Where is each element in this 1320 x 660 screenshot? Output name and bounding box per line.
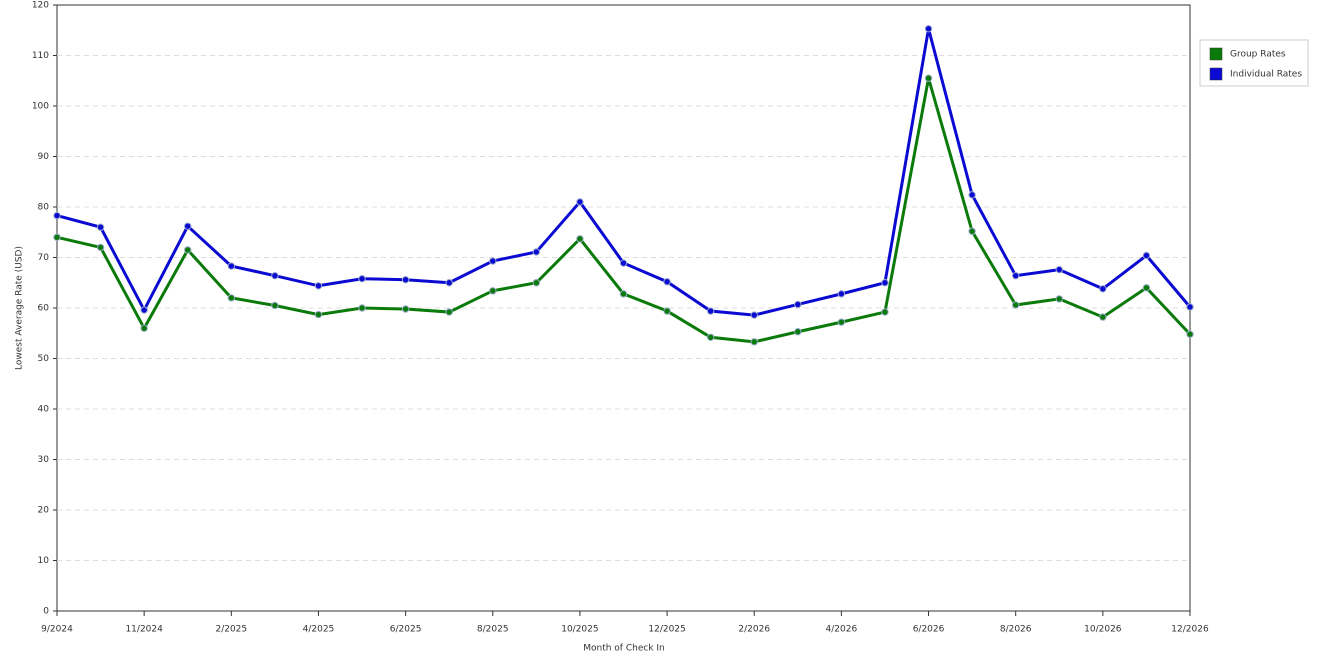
data-point bbox=[881, 308, 889, 316]
data-point bbox=[968, 227, 976, 235]
data-point bbox=[140, 324, 148, 332]
data-point bbox=[96, 223, 105, 231]
y-tick-label: 20 bbox=[38, 506, 50, 516]
data-point bbox=[96, 243, 105, 252]
data-point bbox=[271, 271, 279, 280]
y-tick-label: 50 bbox=[38, 354, 50, 364]
data-point bbox=[358, 275, 366, 283]
data-point bbox=[532, 248, 541, 256]
data-point bbox=[706, 307, 715, 315]
data-point bbox=[924, 25, 933, 33]
data-point bbox=[924, 74, 933, 82]
data-point bbox=[401, 305, 410, 313]
data-point bbox=[576, 198, 584, 206]
x-tick-label: 12/2025 bbox=[648, 625, 685, 635]
data-point bbox=[837, 318, 846, 326]
x-tick-label: 4/2025 bbox=[303, 625, 335, 635]
data-point bbox=[968, 191, 976, 199]
y-tick-label: 30 bbox=[38, 455, 50, 465]
series-line bbox=[56, 28, 1192, 317]
y-tick-label: 110 bbox=[32, 51, 49, 61]
data-point bbox=[619, 290, 628, 298]
x-tick-label: 6/2025 bbox=[390, 625, 422, 635]
data-point bbox=[53, 233, 61, 242]
y-tick-label: 10 bbox=[38, 556, 50, 566]
x-axis-label: Month of Check In bbox=[583, 644, 665, 654]
y-tick-label: 90 bbox=[38, 152, 50, 162]
data-point bbox=[1142, 284, 1151, 292]
data-point bbox=[53, 211, 61, 220]
x-tick-label: 9/2024 bbox=[41, 625, 73, 635]
y-tick-label: 100 bbox=[32, 102, 49, 112]
x-tick-label: 2/2025 bbox=[215, 625, 247, 635]
data-point bbox=[184, 222, 192, 230]
data-point bbox=[1142, 251, 1151, 260]
x-tick-label: 12/2026 bbox=[1171, 625, 1209, 635]
data-point bbox=[227, 294, 236, 302]
x-tick-label: 11/2024 bbox=[125, 625, 163, 635]
data-point bbox=[837, 290, 846, 298]
data-point bbox=[1055, 265, 1063, 274]
data-point bbox=[794, 300, 802, 309]
data-point bbox=[401, 276, 410, 284]
data-point bbox=[1099, 313, 1107, 321]
legend-swatch bbox=[1209, 67, 1223, 81]
data-point bbox=[271, 301, 279, 310]
y-tick-label: 70 bbox=[38, 253, 50, 263]
legend-label: Individual Rates bbox=[1230, 70, 1302, 80]
y-tick-label: 60 bbox=[38, 304, 50, 314]
x-tick-label: 8/2025 bbox=[477, 625, 509, 635]
y-tick-label: 40 bbox=[38, 405, 50, 415]
data-point bbox=[532, 279, 541, 287]
data-point bbox=[750, 338, 758, 346]
data-point bbox=[663, 278, 671, 286]
data-point bbox=[140, 306, 148, 314]
x-tick-label: 2/2026 bbox=[738, 625, 770, 635]
data-point bbox=[314, 310, 323, 319]
y-tick-label: 80 bbox=[38, 203, 50, 213]
data-point bbox=[314, 282, 323, 290]
data-point bbox=[358, 304, 366, 312]
data-point bbox=[184, 246, 192, 254]
data-point bbox=[1186, 303, 1194, 311]
series-line bbox=[56, 77, 1192, 344]
data-point bbox=[619, 259, 628, 267]
x-tick-label: 10/2025 bbox=[561, 625, 598, 635]
data-point bbox=[489, 257, 497, 265]
data-point bbox=[1011, 271, 1020, 280]
data-point bbox=[1186, 330, 1194, 338]
y-tick-label: 120 bbox=[32, 1, 49, 11]
legend-label: Group Rates bbox=[1230, 50, 1286, 60]
data-point bbox=[1055, 295, 1063, 303]
data-point bbox=[489, 287, 497, 295]
y-axis-label: Lowest Average Rate (USD) bbox=[15, 246, 25, 370]
data-point bbox=[445, 279, 453, 287]
x-tick-label: 6/2026 bbox=[913, 625, 945, 635]
x-tick-label: 8/2026 bbox=[1000, 625, 1032, 635]
x-tick-label: 4/2026 bbox=[826, 625, 858, 635]
data-point bbox=[706, 333, 715, 341]
data-point bbox=[881, 279, 889, 287]
legend-swatch bbox=[1209, 47, 1223, 61]
data-point bbox=[576, 235, 584, 243]
data-point bbox=[1011, 301, 1020, 309]
data-point bbox=[663, 307, 671, 315]
data-point bbox=[750, 311, 758, 319]
data-point bbox=[227, 262, 236, 270]
data-point bbox=[1099, 285, 1107, 293]
data-point bbox=[445, 308, 453, 316]
x-tick-label: 10/2026 bbox=[1084, 625, 1122, 635]
y-tick-label: 0 bbox=[43, 607, 49, 617]
data-point bbox=[794, 328, 802, 336]
